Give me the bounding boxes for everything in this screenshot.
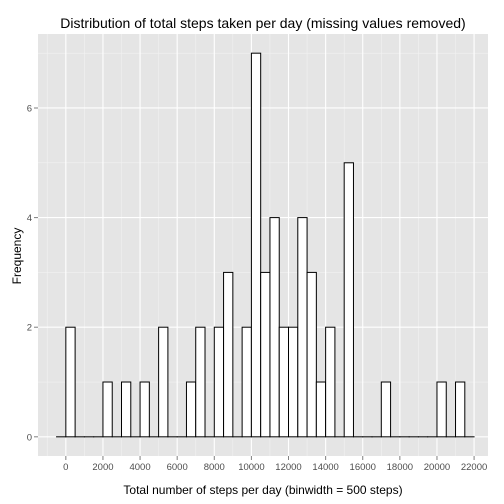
histogram-bar — [139, 381, 150, 438]
y-tick-label: 6 — [27, 103, 32, 114]
x-axis-title: Total number of steps per day (binwidth … — [123, 483, 402, 497]
x-tick-label: 22000 — [461, 462, 487, 473]
y-axis: 0 2 4 6 — [27, 103, 38, 443]
histogram-bar — [325, 326, 336, 438]
histogram-bar — [288, 326, 299, 438]
x-tick-label: 20000 — [424, 462, 450, 473]
histogram-bar — [343, 162, 354, 438]
x-tick-label: 8000 — [204, 462, 225, 473]
histogram-bar — [278, 326, 290, 438]
histogram-bar — [195, 326, 206, 438]
histogram-bar — [269, 217, 280, 438]
histogram-bars — [56, 52, 475, 438]
histogram-bar — [213, 326, 225, 438]
histogram-bar — [241, 326, 252, 438]
histogram-bar — [185, 381, 197, 438]
histogram-bar — [306, 271, 317, 438]
x-tick-label: 10000 — [238, 462, 264, 473]
x-tick-label: 16000 — [350, 462, 376, 473]
histogram-bar — [380, 381, 392, 438]
histogram-bar — [315, 381, 327, 438]
histogram-bar — [455, 381, 466, 438]
x-tick-label: 0 — [63, 462, 68, 473]
y-tick-label: 0 — [27, 432, 32, 443]
x-axis: 0 2000 4000 6000 8000 10000 12000 14000 16000 180… — [63, 456, 487, 473]
histogram-bar — [436, 381, 447, 438]
histogram-bar — [223, 271, 234, 438]
histogram-bar — [65, 326, 76, 438]
histogram-bar — [121, 381, 132, 438]
x-tick-label: 4000 — [129, 462, 150, 473]
y-tick-label: 2 — [27, 323, 32, 334]
chart-title: Distribution of total steps taken per da… — [60, 15, 465, 31]
x-tick-label: 12000 — [275, 462, 301, 473]
y-tick-label: 4 — [27, 213, 32, 224]
histogram-bar — [102, 381, 113, 438]
histogram-bar — [158, 326, 169, 438]
x-tick-label: 14000 — [312, 462, 338, 473]
histogram-bar — [297, 217, 308, 438]
x-tick-label: 18000 — [387, 462, 413, 473]
x-tick-label: 6000 — [167, 462, 188, 473]
x-tick-label: 2000 — [92, 462, 113, 473]
histogram-bar — [260, 271, 271, 438]
histogram-bar — [250, 52, 262, 438]
y-axis-title: Frequency — [10, 228, 24, 285]
